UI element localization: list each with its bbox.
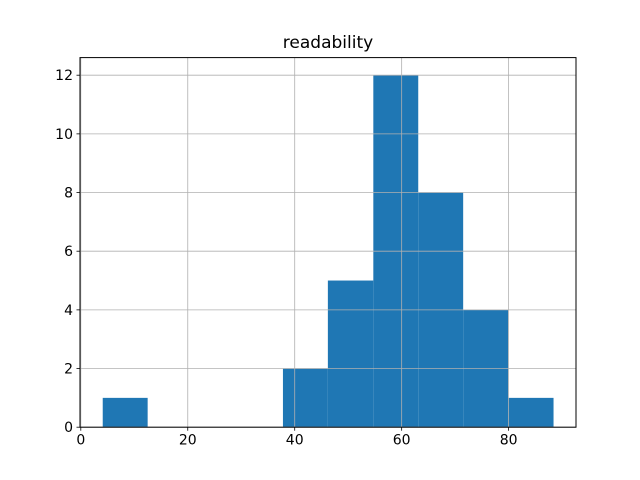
y-tick-label: 6	[64, 244, 73, 260]
plot-border	[79, 57, 577, 428]
y-tick-label: 8	[64, 186, 73, 202]
chart-title: readability	[282, 33, 374, 53]
x-tick-label: 20	[179, 433, 197, 449]
x-tick-label: 0	[76, 433, 85, 449]
histogram-bar	[282, 368, 328, 428]
histogram-bar	[327, 280, 374, 428]
y-tick-label: 10	[55, 127, 73, 143]
histogram-bar	[508, 397, 554, 428]
y-tick-label: 4	[64, 303, 73, 319]
x-tick-label: 40	[286, 433, 304, 449]
x-tick-label: 80	[500, 433, 518, 449]
histogram-bar	[102, 397, 148, 428]
y-tick-label: 12	[55, 68, 73, 84]
y-tick-label: 0	[64, 420, 73, 436]
y-tick-label: 2	[64, 362, 73, 378]
x-tick-label: 60	[393, 433, 411, 449]
